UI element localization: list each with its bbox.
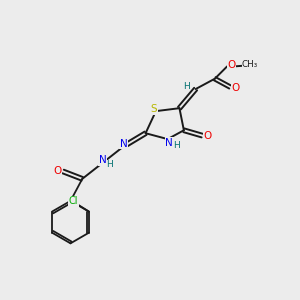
Text: Cl: Cl [69, 196, 78, 206]
Text: O: O [54, 166, 62, 176]
Text: O: O [231, 82, 239, 93]
Text: H: H [173, 141, 180, 150]
Text: O: O [227, 60, 236, 70]
Text: N: N [165, 138, 173, 148]
Text: O: O [203, 131, 211, 141]
Text: S: S [151, 104, 157, 114]
Text: N: N [120, 139, 128, 148]
Text: H: H [183, 82, 190, 91]
Text: N: N [99, 155, 106, 165]
Text: CH₃: CH₃ [242, 60, 258, 69]
Text: H: H [106, 160, 113, 169]
